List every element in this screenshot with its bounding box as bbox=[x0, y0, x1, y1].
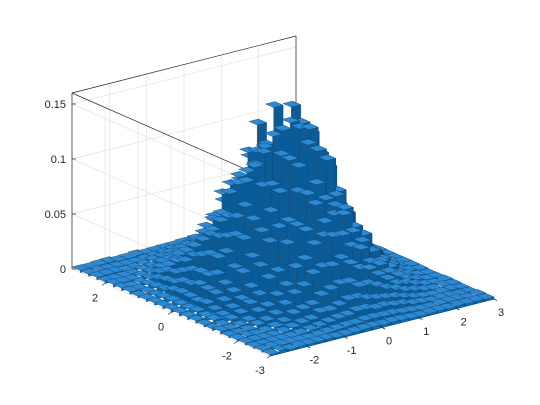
histogram-bar bbox=[289, 340, 308, 350]
x-tick-mark bbox=[344, 336, 348, 339]
grid-line bbox=[71, 101, 297, 160]
histogram-bar bbox=[401, 312, 420, 321]
histogram-bar bbox=[382, 316, 401, 326]
histogram-bar bbox=[280, 343, 299, 352]
x-tick-mark bbox=[381, 327, 386, 330]
x-tick-mark bbox=[419, 317, 423, 320]
grid-line bbox=[71, 46, 297, 105]
x-tick-label: -1 bbox=[347, 345, 357, 357]
x-tick-label: 0 bbox=[386, 336, 392, 348]
z-tick-label: 0.1 bbox=[51, 154, 66, 166]
x-tick-label: 3 bbox=[498, 307, 504, 319]
y-tick-label: 2 bbox=[92, 293, 98, 305]
y-tick-label: 0 bbox=[158, 322, 164, 334]
histogram-bar bbox=[336, 329, 355, 338]
y-tick-mark bbox=[101, 283, 106, 286]
z-tick-label: 0.05 bbox=[45, 209, 66, 221]
x-tick-label: 1 bbox=[423, 326, 429, 338]
y-tick-mark bbox=[233, 341, 238, 344]
histogram-bar bbox=[354, 323, 373, 333]
x-tick-mark bbox=[493, 298, 498, 301]
y-tick-mark bbox=[266, 355, 271, 359]
z-tick-label: 0.15 bbox=[45, 99, 66, 111]
x-tick-label: -2 bbox=[309, 355, 319, 367]
y-tick-mark bbox=[167, 312, 172, 315]
histogram-bar bbox=[345, 326, 364, 335]
tick-labels-layer: -2 -1 0 1 2 3 -3 -2 0 2 0 0.05 0.1 0.15 bbox=[45, 99, 504, 377]
x-tick-mark bbox=[456, 308, 460, 311]
histogram-bar bbox=[476, 293, 495, 302]
bars-layer bbox=[71, 100, 495, 357]
z-tick-label: 0 bbox=[60, 264, 66, 276]
y-tick-label: -3 bbox=[255, 365, 265, 377]
box-edge bbox=[71, 92, 271, 181]
histogram-bar bbox=[438, 302, 457, 312]
x-tick-mark bbox=[307, 346, 311, 349]
x-tick-label: 2 bbox=[461, 317, 467, 329]
box-edge bbox=[71, 35, 297, 94]
histogram-bar bbox=[448, 299, 467, 309]
y-tick-label: -2 bbox=[222, 351, 232, 363]
